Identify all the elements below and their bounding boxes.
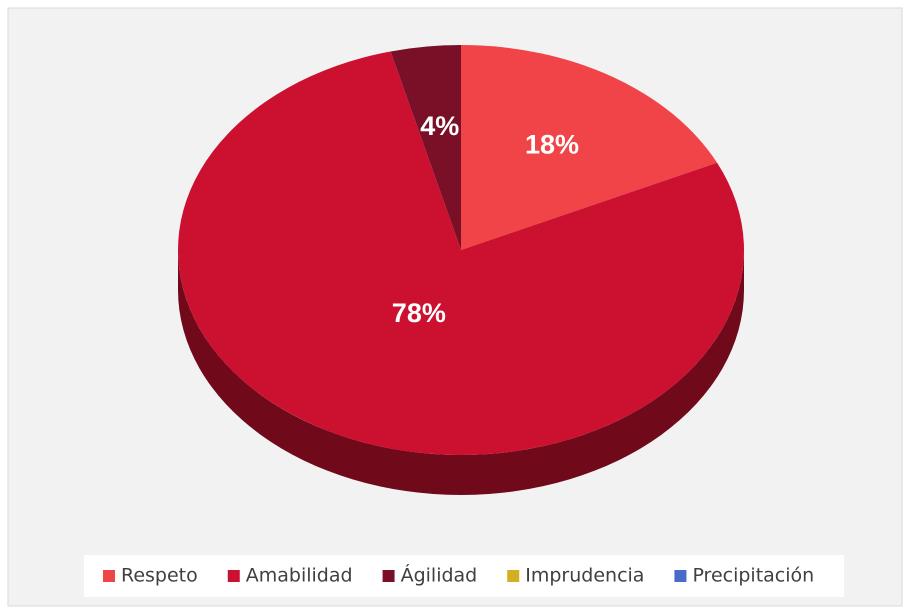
legend-marker bbox=[227, 570, 240, 582]
legend-marker bbox=[507, 570, 520, 582]
value-label: 78% bbox=[392, 298, 446, 328]
legend-box bbox=[84, 555, 844, 597]
slice bbox=[390, 45, 461, 250]
slice bbox=[461, 45, 718, 250]
value-label: 4% bbox=[420, 111, 459, 141]
legend-label: Amabilidad bbox=[246, 565, 353, 587]
value-label: 18% bbox=[525, 129, 579, 159]
legend-label: Imprudencia bbox=[525, 565, 644, 587]
legend-label: Precipitación bbox=[692, 565, 814, 587]
slice-side bbox=[178, 250, 744, 495]
legend-label: Respeto bbox=[121, 565, 198, 587]
legend-marker bbox=[674, 570, 687, 582]
legend-marker bbox=[103, 570, 115, 582]
slice bbox=[178, 51, 745, 456]
legend-marker bbox=[382, 570, 395, 582]
legend-label: Ágilidad bbox=[401, 564, 478, 587]
